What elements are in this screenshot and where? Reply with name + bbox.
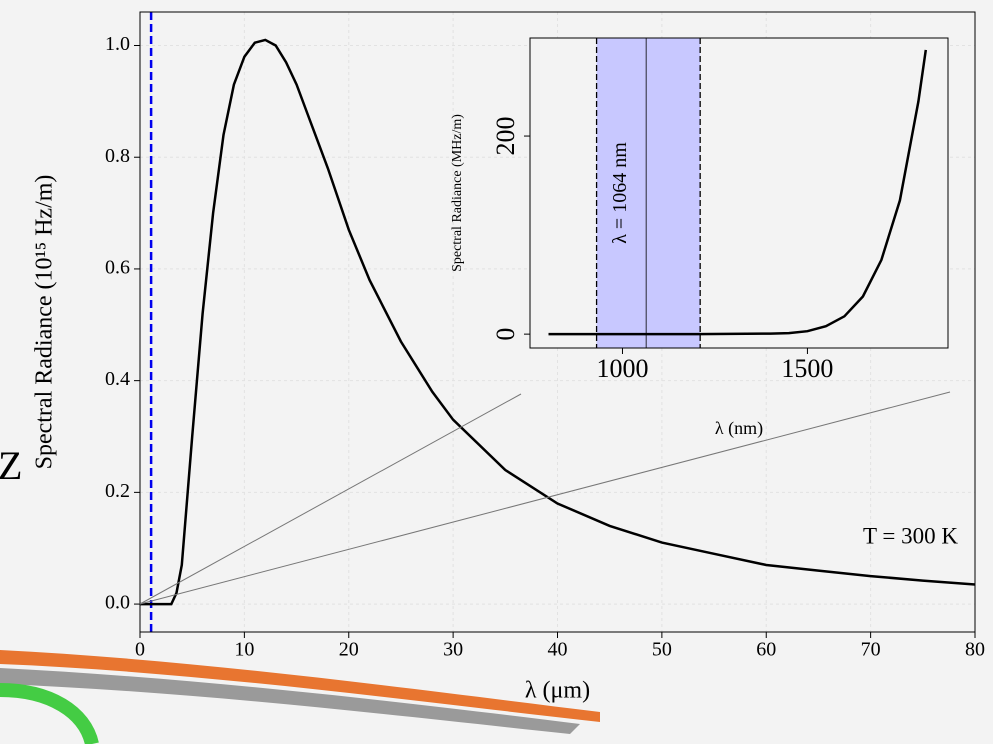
- x-axis-label: λ (μm): [525, 678, 590, 704]
- x-tick-label: 80: [965, 639, 985, 661]
- x-tick-label: 30: [443, 639, 463, 661]
- x-tick-label: 1500: [781, 354, 833, 383]
- x-tick-label: 40: [548, 639, 568, 661]
- x-tick-label: 20: [339, 639, 359, 661]
- inset-axes: 1000 1500 0 200 λ (nm) Spectral Radiance (MHz…: [450, 37, 949, 439]
- y-tick-label: 1.0: [105, 33, 130, 55]
- decor-green: [0, 683, 99, 744]
- y-tick-label: 200: [491, 117, 520, 156]
- zoom-line: [139, 393, 522, 605]
- side-text: Z: [0, 443, 22, 488]
- y-tick-label: 0.0: [105, 592, 130, 614]
- y-axis-label: Spectral Radiance (MHz/m): [450, 114, 465, 272]
- y-tick-label: 0.4: [105, 368, 130, 390]
- decor-orange: [0, 650, 600, 722]
- zoom-line: [139, 391, 951, 605]
- x-tick-label: 70: [861, 639, 881, 661]
- x-tick-label: 1000: [596, 354, 648, 383]
- x-axis-label: λ (nm): [715, 418, 763, 439]
- line-series: [548, 49, 928, 336]
- x-tick-label: 10: [234, 639, 254, 661]
- decor-gray: [0, 668, 580, 734]
- x-tick-label: 50: [652, 639, 672, 661]
- annotation: T = 300 K: [863, 523, 958, 548]
- span: [596, 38, 701, 348]
- y-tick-label: 0.6: [105, 257, 130, 279]
- line-series: [140, 38, 976, 606]
- axes-frame: [529, 37, 949, 349]
- y-tick-label: 0.2: [105, 480, 130, 502]
- y-axis-label: Spectral Radiance (10¹⁵ Hz/m): [32, 175, 58, 470]
- x-tick-label: 60: [756, 639, 776, 661]
- y-tick-label: 0: [491, 328, 520, 341]
- x-tick-label: 0: [135, 639, 145, 661]
- plot-area: [530, 38, 948, 348]
- y-tick-label: 0.8: [105, 145, 130, 167]
- annotation: λ = 1064 nm: [609, 142, 631, 244]
